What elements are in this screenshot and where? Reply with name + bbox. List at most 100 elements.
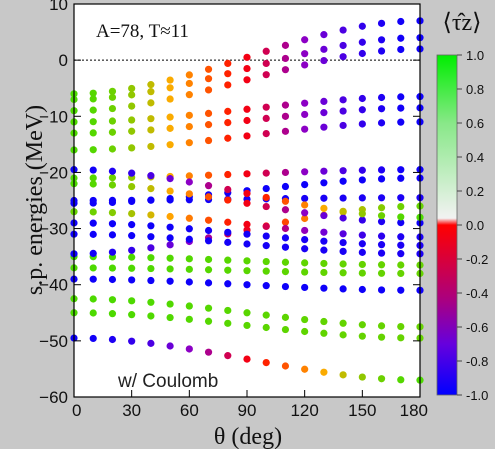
- data-point: [377, 241, 386, 249]
- data-point: [166, 234, 174, 242]
- data-point: [224, 196, 232, 204]
- data-point: [185, 214, 193, 222]
- data-point: [166, 113, 174, 121]
- data-point: [243, 53, 251, 61]
- data-point: [204, 226, 213, 235]
- data-point: [320, 56, 328, 65]
- data-point: [377, 333, 386, 341]
- data-point: [204, 255, 213, 264]
- data-point: [166, 187, 174, 195]
- data-point: [281, 112, 290, 120]
- data-point: [358, 194, 366, 202]
- data-point: [377, 175, 386, 183]
- data-point: [89, 89, 97, 97]
- x-tick-label: 90: [238, 401, 257, 420]
- data-point: [204, 171, 213, 179]
- data-point: [358, 269, 366, 277]
- data-point: [301, 283, 309, 292]
- data-point: [147, 244, 155, 252]
- data-point: [89, 230, 97, 238]
- data-point: [89, 146, 97, 154]
- data-point: [320, 45, 328, 53]
- data-point: [397, 93, 405, 101]
- data-point: [320, 284, 328, 292]
- data-point: [128, 102, 136, 110]
- y-tick-label: −30: [39, 220, 68, 239]
- data-point: [301, 50, 309, 58]
- data-point: [358, 321, 366, 329]
- data-point: [358, 231, 366, 239]
- data-point: [108, 174, 117, 182]
- data-point: [243, 355, 251, 363]
- data-point: [224, 59, 232, 67]
- data-point: [185, 235, 193, 243]
- data-point: [243, 64, 251, 73]
- data-point: [397, 219, 405, 227]
- x-tick-label: 120: [290, 401, 318, 420]
- data-point: [185, 255, 193, 263]
- data-point: [147, 115, 155, 123]
- data-point: [262, 184, 270, 193]
- data-point: [262, 242, 270, 250]
- data-point: [377, 261, 386, 269]
- data-point: [320, 228, 328, 236]
- data-point: [147, 254, 155, 262]
- data-point: [108, 335, 117, 344]
- data-point: [358, 285, 366, 294]
- data-point: [204, 279, 213, 287]
- data-point: [358, 38, 366, 46]
- data-point: [166, 175, 174, 183]
- data-point: [108, 128, 117, 136]
- data-point: [166, 141, 174, 149]
- data-point: [89, 249, 97, 258]
- data-point: [204, 136, 213, 145]
- data-point: [204, 109, 213, 118]
- data-point: [108, 145, 117, 153]
- data-point: [128, 232, 136, 240]
- data-point: [108, 104, 117, 113]
- data-point: [339, 96, 347, 104]
- data-point: [377, 47, 386, 55]
- data-point: [147, 81, 155, 89]
- colorbar-tick-label: 0.4: [466, 150, 484, 165]
- colorbar-tick-label: 0.6: [466, 116, 484, 131]
- colorbar-gradient: [436, 54, 458, 396]
- data-point: [397, 334, 405, 342]
- data-point: [358, 106, 366, 114]
- series-7: [70, 230, 424, 258]
- colorbar-tick-label: -0.4: [466, 286, 488, 301]
- data-point: [147, 211, 155, 219]
- data-point: [262, 169, 270, 177]
- data-point: [320, 368, 328, 376]
- data-point: [243, 76, 251, 84]
- data-point: [301, 214, 309, 223]
- data-point: [147, 88, 155, 96]
- data-point: [301, 259, 309, 267]
- data-point: [358, 248, 366, 256]
- data-point: [224, 228, 232, 236]
- data-point: [281, 362, 290, 370]
- colorbar-ticks: 1.0 0.8 0.6 0.4 0.2 0.0 -0.2 -0.4 -0.6 -0.8 -1.0: [457, 48, 488, 403]
- data-point: [224, 70, 232, 78]
- data-point: [185, 111, 193, 119]
- data-point: [108, 87, 117, 95]
- data-point: [108, 117, 117, 125]
- data-point: [128, 210, 136, 218]
- data-point: [166, 84, 174, 92]
- data-point: [301, 61, 309, 69]
- data-point: [89, 166, 97, 174]
- data-point: [397, 269, 405, 278]
- data-point: [339, 230, 347, 238]
- data-point: [89, 295, 97, 303]
- data-point: [397, 34, 405, 42]
- data-point: [339, 285, 347, 293]
- data-point: [89, 129, 97, 137]
- data-point: [262, 222, 270, 231]
- data-point: [397, 174, 405, 182]
- data-point: [339, 107, 347, 115]
- data-point: [108, 93, 117, 101]
- data-point: [204, 65, 213, 73]
- data-point: [166, 76, 174, 84]
- data-point: [185, 278, 193, 286]
